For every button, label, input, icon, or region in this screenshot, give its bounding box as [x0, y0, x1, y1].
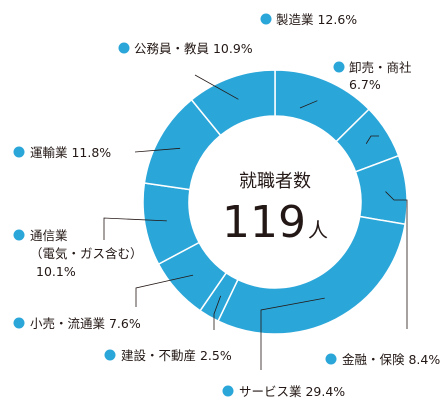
slice-label-text: 公務員・教員 10.9%	[134, 41, 253, 56]
slices-group	[142, 69, 408, 335]
leader-line-4	[213, 295, 222, 330]
slice-label-value: 10.1%	[36, 264, 76, 279]
leader-line-3	[260, 297, 325, 370]
slice-8	[190, 69, 276, 137]
label-dot-6	[13, 229, 25, 241]
center-unit: 人	[308, 218, 328, 242]
slice-label-5: 小売・流通業 7.6%	[30, 316, 141, 331]
slice-label-name: 卸売・商社	[349, 60, 412, 75]
label-dot-0	[260, 13, 272, 25]
leader-lines-group	[103, 74, 408, 370]
slice-label-1: 卸売・商社 6.7%	[349, 60, 412, 92]
leader-line-6	[103, 217, 167, 240]
leader-line-0	[299, 100, 318, 109]
leader-line-7	[134, 147, 181, 153]
center-count: 119 人	[222, 197, 328, 248]
center-value: 119	[222, 197, 306, 248]
slice-label-text: サービス業 29.4%	[239, 384, 345, 399]
slice-label-text: 製造業 12.6%	[276, 12, 357, 27]
slice-label-name: 通信業	[30, 228, 68, 243]
label-dot-4	[104, 349, 116, 361]
slice-label-7: 運輸業 11.8%	[30, 145, 111, 160]
slice-label-2: 金融・保険 8.4%	[342, 352, 440, 367]
slice-label-text: 小売・流通業 7.6%	[30, 316, 141, 331]
label-dot-8	[118, 42, 130, 54]
slice-label-4: 建設・不動産 2.5%	[121, 348, 232, 363]
slice-label-3: サービス業 29.4%	[239, 384, 345, 399]
leader-line-5	[135, 274, 194, 307]
label-dot-3	[222, 385, 234, 397]
label-dot-2	[325, 353, 337, 365]
slice-3	[217, 215, 406, 335]
slice-label-6: 通信業 （電気・ガス含む） 10.1%	[30, 228, 143, 279]
slice-label-value: 6.7%	[349, 77, 381, 92]
center-title: 就職者数	[239, 171, 311, 192]
leader-line-8	[194, 74, 239, 100]
leader-line-1	[365, 135, 379, 144]
slice-label-name-2: （電気・ガス含む）	[30, 246, 143, 261]
slice-label-text: 建設・不動産 2.5%	[121, 348, 232, 363]
label-dot-1	[333, 61, 345, 73]
slice-label-text: 金融・保険 8.4%	[342, 352, 440, 367]
slice-label-8: 公務員・教員 10.9%	[134, 41, 253, 56]
leader-line-2	[385, 191, 408, 329]
slice-label-text: 運輸業 11.8%	[30, 145, 111, 160]
label-dot-7	[13, 146, 25, 158]
slice-label-0: 製造業 12.6%	[276, 12, 357, 27]
labels-group: 製造業 12.6% 卸売・商社 6.7% 金融・保険 8.4% サービス業 29.4% 建…	[13, 12, 440, 399]
label-dot-5	[13, 317, 25, 329]
